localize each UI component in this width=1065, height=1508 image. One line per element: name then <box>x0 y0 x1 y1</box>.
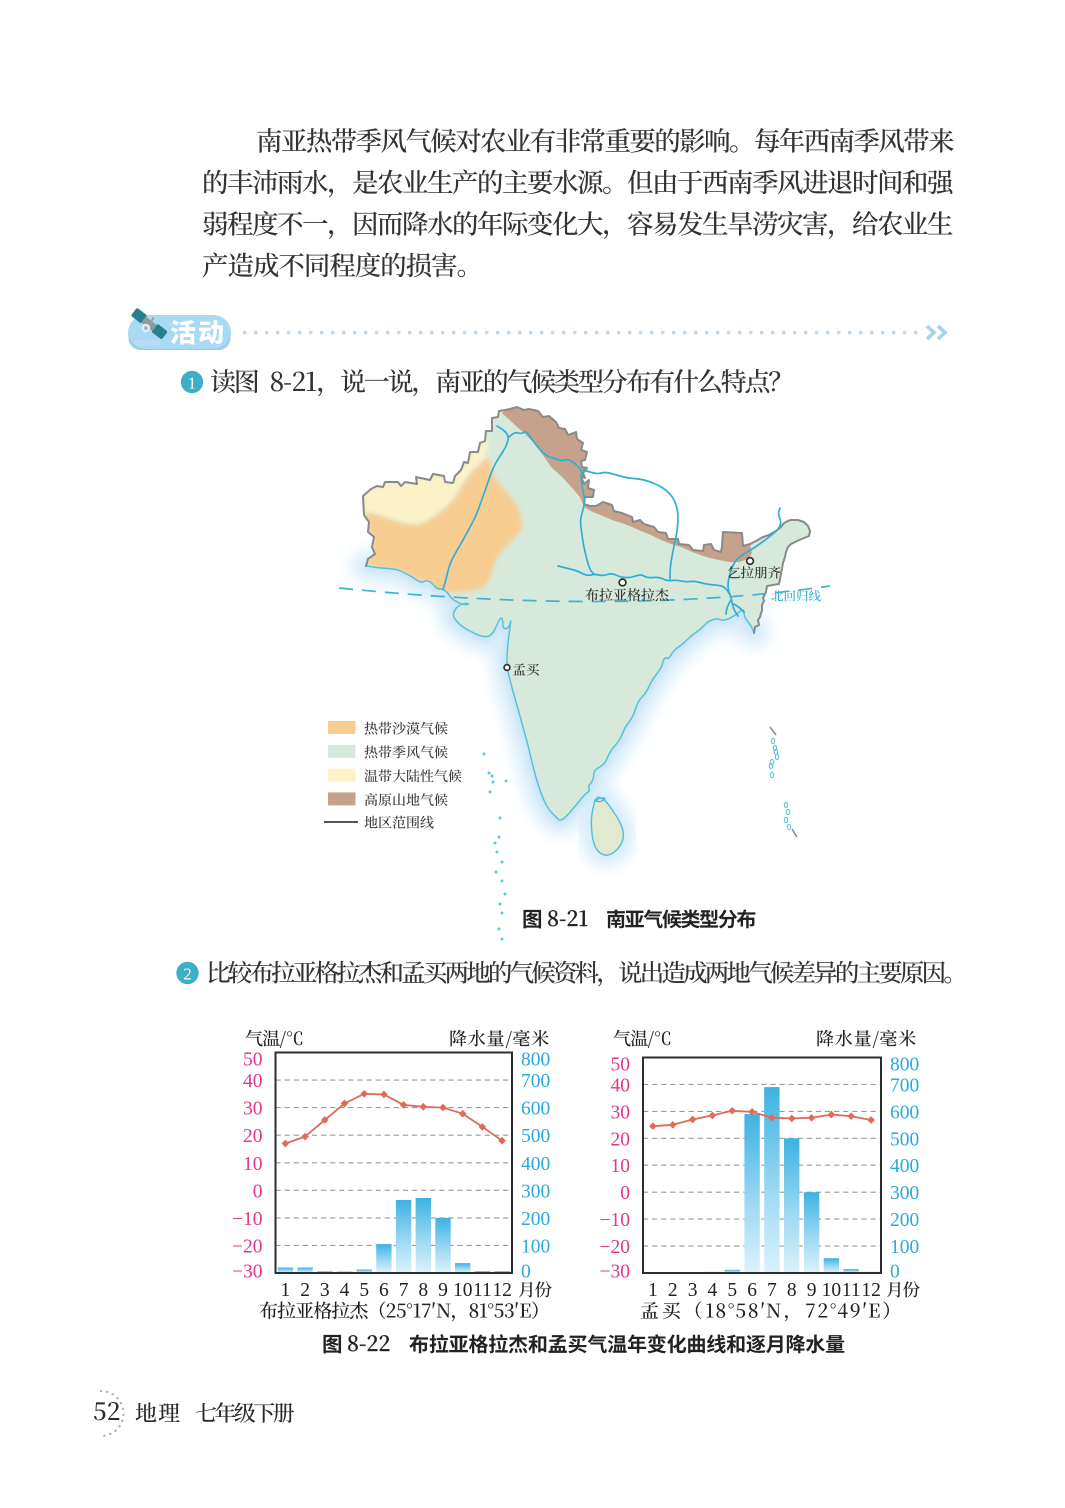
svg-text:200: 200 <box>521 1209 550 1230</box>
svg-text:−10: −10 <box>232 1209 263 1230</box>
svg-text:20: 20 <box>611 1129 631 1150</box>
svg-text:300: 300 <box>521 1181 550 1202</box>
svg-text:800: 800 <box>521 1050 550 1071</box>
svg-text:3: 3 <box>320 1280 330 1301</box>
svg-text:4: 4 <box>340 1280 350 1301</box>
svg-text:300: 300 <box>890 1183 919 1204</box>
svg-text:2: 2 <box>183 965 192 984</box>
svg-text:20: 20 <box>243 1126 263 1147</box>
svg-text:500: 500 <box>890 1129 919 1150</box>
svg-text:10: 10 <box>453 1280 473 1301</box>
svg-text:−10: −10 <box>600 1210 631 1231</box>
svg-text:11: 11 <box>842 1280 861 1301</box>
svg-text:9: 9 <box>438 1280 448 1301</box>
svg-text:30: 30 <box>611 1102 631 1123</box>
svg-text:0: 0 <box>890 1262 900 1283</box>
svg-text:1: 1 <box>281 1280 291 1301</box>
svg-text:5: 5 <box>727 1280 737 1301</box>
svg-text:4: 4 <box>708 1280 718 1301</box>
svg-text:8: 8 <box>787 1280 797 1301</box>
svg-text:−20: −20 <box>600 1237 631 1258</box>
svg-text:50: 50 <box>611 1055 631 1076</box>
svg-text:40: 40 <box>243 1071 263 1092</box>
svg-text:1: 1 <box>648 1280 658 1301</box>
svg-text:0: 0 <box>521 1262 531 1283</box>
svg-text:600: 600 <box>521 1099 550 1120</box>
svg-text:800: 800 <box>890 1055 919 1076</box>
svg-text:2: 2 <box>300 1280 310 1301</box>
svg-text:200: 200 <box>890 1210 919 1231</box>
svg-text:7: 7 <box>399 1280 409 1301</box>
svg-text:700: 700 <box>890 1075 919 1096</box>
svg-text:700: 700 <box>521 1071 550 1092</box>
svg-text:6: 6 <box>379 1280 389 1301</box>
svg-text:100: 100 <box>890 1237 919 1258</box>
svg-text:500: 500 <box>521 1126 550 1147</box>
svg-text:5: 5 <box>359 1280 369 1301</box>
svg-text:8: 8 <box>418 1280 428 1301</box>
svg-text:1: 1 <box>188 374 197 393</box>
svg-text:10: 10 <box>822 1280 842 1301</box>
svg-text:2: 2 <box>668 1280 678 1301</box>
svg-text:−20: −20 <box>232 1236 263 1257</box>
svg-text:30: 30 <box>243 1099 263 1120</box>
svg-text:12: 12 <box>492 1280 512 1301</box>
svg-text:7: 7 <box>767 1280 777 1301</box>
svg-text:3: 3 <box>688 1280 698 1301</box>
svg-text:10: 10 <box>611 1156 631 1177</box>
svg-text:12: 12 <box>861 1280 881 1301</box>
svg-text:−30: −30 <box>600 1262 631 1283</box>
svg-text:100: 100 <box>521 1236 550 1257</box>
svg-text:0: 0 <box>620 1183 630 1204</box>
svg-text:400: 400 <box>890 1156 919 1177</box>
svg-text:50: 50 <box>243 1050 263 1071</box>
svg-text:9: 9 <box>807 1280 817 1301</box>
svg-text:400: 400 <box>521 1154 550 1175</box>
svg-text:600: 600 <box>890 1102 919 1123</box>
svg-text:0: 0 <box>253 1181 263 1202</box>
svg-text:40: 40 <box>611 1075 631 1096</box>
svg-text:−30: −30 <box>232 1262 263 1283</box>
svg-text:6: 6 <box>747 1280 757 1301</box>
svg-text:11: 11 <box>473 1280 492 1301</box>
svg-text:10: 10 <box>243 1154 263 1175</box>
